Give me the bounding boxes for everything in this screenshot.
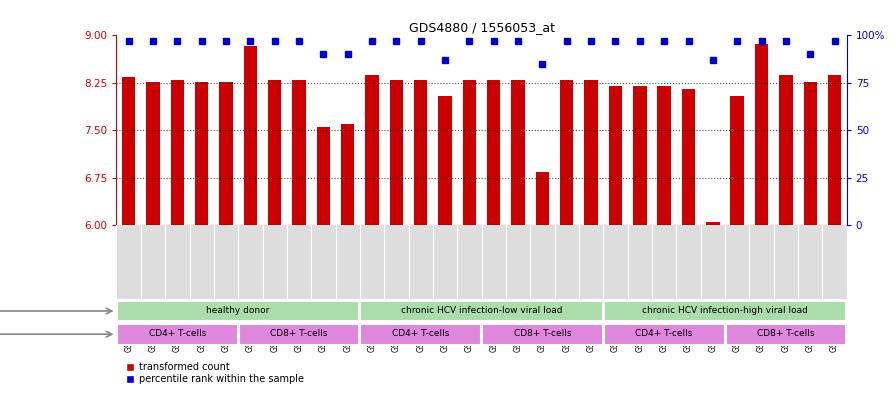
- Legend: transformed count, percentile rank within the sample: transformed count, percentile rank withi…: [121, 358, 307, 388]
- Bar: [238, 324, 359, 345]
- Bar: [195, 82, 209, 226]
- Text: CD8+ T-cells: CD8+ T-cells: [271, 329, 328, 338]
- Bar: [828, 75, 841, 226]
- Text: CD4+ T-cells: CD4+ T-cells: [392, 329, 450, 338]
- Bar: [244, 46, 257, 226]
- Bar: [536, 172, 549, 226]
- Bar: [462, 80, 476, 226]
- Bar: [730, 95, 744, 226]
- Bar: [482, 324, 603, 345]
- Bar: [292, 80, 306, 226]
- Text: CD8+ T-cells: CD8+ T-cells: [757, 329, 814, 338]
- Bar: [122, 77, 135, 226]
- Bar: [316, 127, 330, 226]
- Bar: [584, 80, 598, 226]
- Bar: [146, 82, 159, 226]
- Bar: [512, 80, 525, 226]
- Text: CD4+ T-cells: CD4+ T-cells: [635, 329, 693, 338]
- Bar: [706, 222, 719, 226]
- Bar: [754, 44, 768, 226]
- Bar: [604, 324, 725, 345]
- Bar: [117, 301, 359, 321]
- Title: GDS4880 / 1556053_at: GDS4880 / 1556053_at: [409, 21, 555, 34]
- Text: chronic HCV infection-high viral load: chronic HCV infection-high viral load: [642, 306, 808, 315]
- Bar: [360, 301, 603, 321]
- Bar: [804, 82, 817, 226]
- Text: CD4+ T-cells: CD4+ T-cells: [149, 329, 206, 338]
- Text: CD8+ T-cells: CD8+ T-cells: [513, 329, 572, 338]
- Bar: [726, 324, 846, 345]
- Bar: [390, 80, 403, 226]
- Bar: [117, 324, 237, 345]
- Bar: [633, 86, 647, 226]
- Bar: [220, 82, 233, 226]
- Bar: [438, 95, 452, 226]
- Bar: [780, 75, 793, 226]
- Bar: [366, 75, 379, 226]
- Bar: [360, 324, 481, 345]
- Bar: [658, 86, 671, 226]
- Text: chronic HCV infection-low viral load: chronic HCV infection-low viral load: [401, 306, 563, 315]
- Bar: [682, 89, 695, 226]
- Bar: [414, 80, 427, 226]
- Bar: [604, 301, 846, 321]
- Bar: [560, 80, 573, 226]
- Bar: [487, 80, 501, 226]
- Text: healthy donor: healthy donor: [206, 306, 270, 315]
- Bar: [170, 80, 184, 226]
- Bar: [608, 86, 622, 226]
- Bar: [341, 124, 355, 226]
- Bar: [268, 80, 281, 226]
